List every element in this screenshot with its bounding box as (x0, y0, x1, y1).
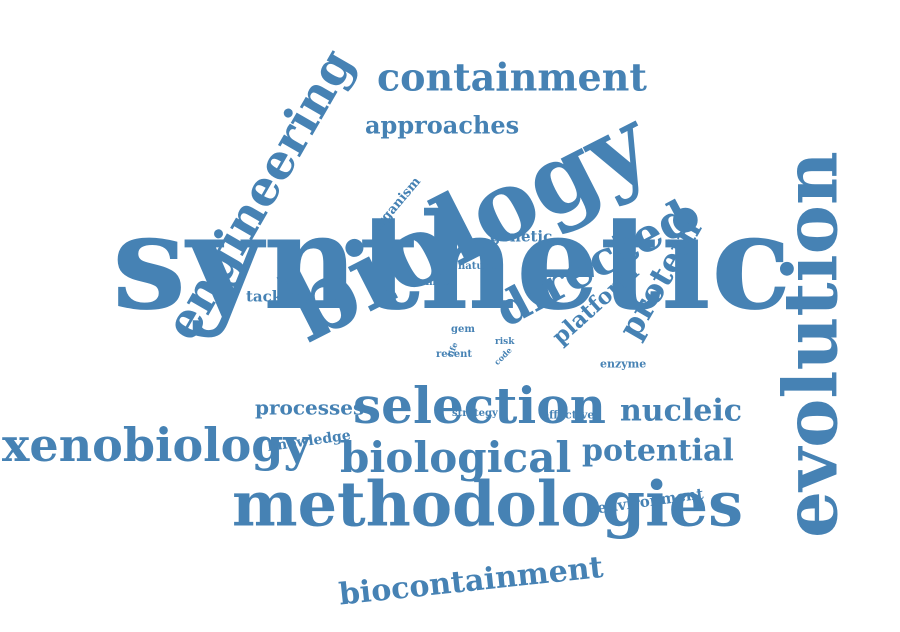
word-natural: natural (458, 261, 500, 273)
word-containment: containment (377, 54, 647, 100)
word-selection: selection (353, 376, 607, 435)
word-genetic: genetic (490, 227, 553, 246)
word-xenobiology: xenobiology (2, 418, 311, 473)
word-approaches: approaches (365, 110, 520, 140)
word-strategy: strategy (452, 408, 498, 420)
word-biocontainment: biocontainment (337, 549, 605, 613)
word-number: number (411, 277, 455, 289)
word-recent: recent (436, 349, 472, 361)
word-biological: biological (340, 433, 572, 483)
word-evolution: evolution (768, 151, 855, 538)
word-synthetic: synthetic (112, 185, 792, 341)
word-enzyme: enzyme (600, 357, 647, 371)
word-methodologies: methodologies (232, 467, 743, 541)
word-effective: effective (542, 408, 595, 422)
word-gem: gem (451, 324, 475, 336)
word-tackling: tackling (246, 287, 315, 306)
word-risk: risk (495, 336, 515, 347)
word-potential: potential (582, 433, 734, 469)
word-nucleic: nucleic (620, 393, 743, 429)
word-processes: processes (255, 395, 365, 420)
word-code: code (491, 345, 514, 367)
